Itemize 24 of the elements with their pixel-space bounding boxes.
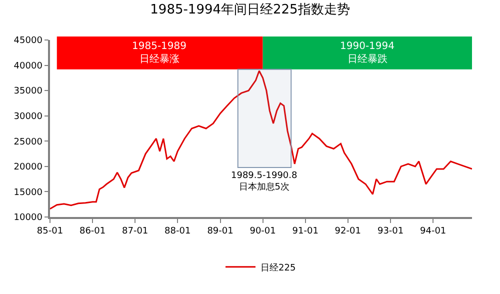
band-label: 1989.5-1990.8 日本加息5次 [231,171,298,193]
band-label: 1985-1989 日经暴涨 [132,41,187,65]
y-tick-label: 10000 [14,213,43,224]
x-tick-label: 93-01 [377,226,404,237]
x-tick-label: 94-01 [420,226,446,237]
x-tick-label: 91-01 [292,226,318,237]
y-tick-label: 25000 [14,137,43,148]
line-series [50,70,472,210]
y-tick-label: 45000 [14,36,43,46]
x-tick-label: 87-01 [122,226,148,237]
y-tick-label: 30000 [14,112,43,122]
x-tick-label: 88-01 [164,226,191,237]
chart-title: 1985-1994年间日经225指数走势 [150,2,350,18]
x-tick-label: 90-01 [250,226,276,237]
x-tick-label: 92-01 [334,226,361,237]
band-label: 1990-1994 日经暴跌 [340,41,395,65]
x-tick-label: 89-01 [207,226,234,237]
x-tick-label: 86-01 [79,226,106,237]
y-tick-label: 40000 [14,61,43,72]
legend-label: 日经225 [260,262,296,274]
y-tick-label: 20000 [14,162,43,173]
y-tick-label: 35000 [14,86,43,97]
x-tick-label: 85-01 [36,226,64,237]
y-tick-label: 15000 [14,188,43,198]
